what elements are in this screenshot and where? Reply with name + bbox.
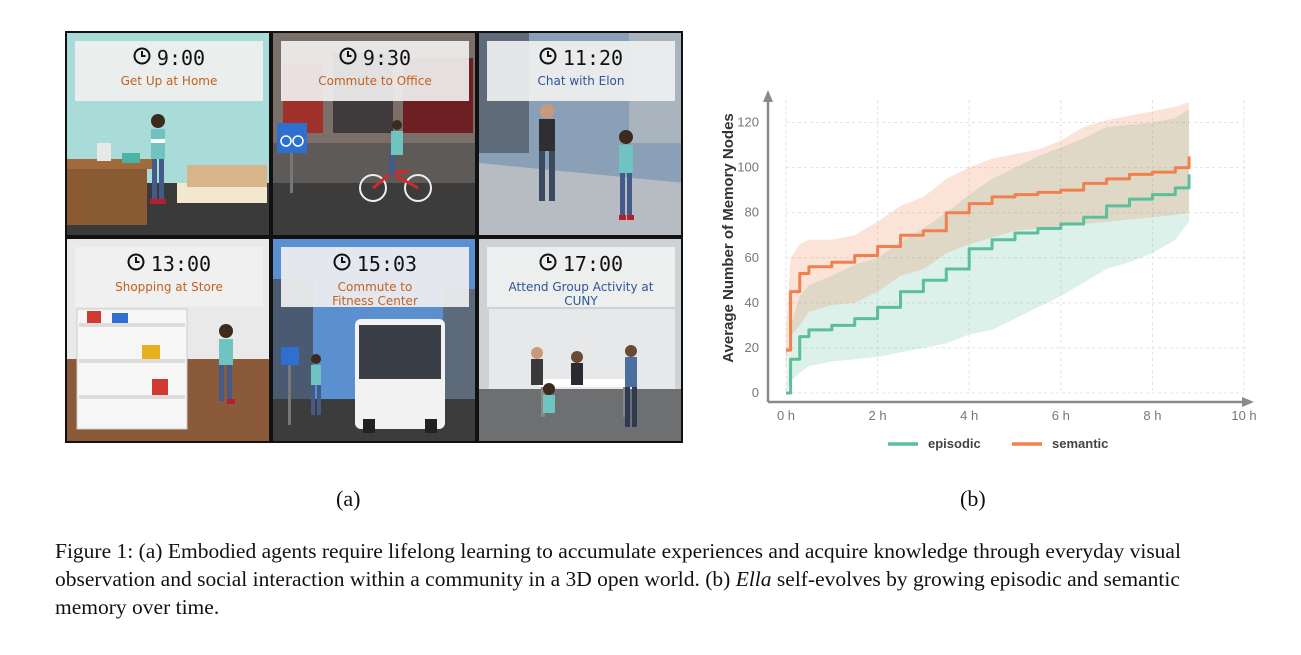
semantic-legend-label: semantic [1052,436,1108,451]
semantic-confidence-band [786,102,1190,371]
tile-event: Get Up at Home [120,74,218,88]
x-tick-label: 0 h [777,408,795,423]
y-tick-label: 60 [745,250,759,265]
tile-time: 15:03 [356,252,418,276]
clock-icon [539,252,557,276]
y-tick-label: 40 [745,295,759,310]
clock-icon [127,252,145,276]
panel-a-label: (a) [336,486,361,511]
x-axis-arrow [1242,397,1254,407]
x-tick-label: 10 h [1231,408,1256,423]
figure-caption: Figure 1: (a) Embodied agents require li… [55,537,1245,621]
tile-event: Attend Group Activity at CUNY [508,280,654,308]
clock-icon [539,46,557,70]
chart-tick-labels: 0 20 40 60 80 100 120 0 h 2 h 4 h 6 h 8 h 10 h [737,115,1256,423]
tile-time: 11:20 [562,46,624,70]
x-tick-label: 4 h [960,408,978,423]
memory-chart: 0 20 40 60 80 100 120 0 h 2 h 4 h 6 h 8 h 10 h Avera… [720,90,1257,451]
episodic-series-line [786,174,1191,395]
scene-tile-commute-office: 9:30 Commute to Office [271,31,477,237]
scene-tile-chat: 11:20 Chat with Elon [477,31,683,237]
caption-italic-name: Ella [735,567,772,591]
y-tick-label: 100 [737,160,759,175]
episodic-confidence-band [786,109,1190,393]
chart-grid [785,100,1245,394]
panel-b-label: (b) [960,486,986,511]
chart-lines [786,156,1191,395]
time-card: 9:30 Commute to Office [281,41,469,101]
y-tick-label: 0 [752,385,759,400]
scene-tile-home: 9:00 Get Up at Home [65,31,271,237]
x-tick-label: 6 h [1052,408,1070,423]
y-tick-label: 120 [737,115,759,130]
scene-tile-group-activity: 17:00 Attend Group Activity at CUNY [477,237,683,443]
y-tick-label: 80 [745,205,759,220]
y-axis-label: Average Number of Memory Nodes [720,113,737,363]
time-card: 13:00 Shopping at Store [75,247,263,307]
time-card: 11:20 Chat with Elon [487,41,675,101]
caption-text: Figure 1: (a) Embodied agents require li… [55,539,1181,591]
tile-event: Chat with Elon [537,74,625,88]
ella-avatar [150,114,166,204]
chart-axes [763,90,1254,407]
chart-bands [786,102,1190,393]
scene-grid: 9:00 Get Up at Home 9:30 Commute to Offi [65,31,683,443]
clock-icon [333,252,351,276]
tile-time: 9:30 [362,46,412,70]
y-axis-arrow [763,90,773,102]
tile-time: 13:00 [150,252,212,276]
time-card: 17:00 Attend Group Activity at CUNY [487,247,675,308]
time-card: 15:03 Commute to Fitness Center [281,247,469,308]
tile-event: Shopping at Store [115,280,223,294]
scene-tile-shopping: 13:00 Shopping at Store [65,237,271,443]
clock-icon [339,46,357,70]
clock-icon [133,46,151,70]
episodic-legend-label: episodic [928,436,981,451]
tile-event: Commute to Office [318,74,432,88]
scene-tile-commute-fitness: 15:03 Commute to Fitness Center [271,237,477,443]
tile-event: Commute to Fitness Center [332,280,418,308]
semantic-series-line [786,156,1191,352]
tile-time: 9:00 [156,46,206,70]
time-card: 9:00 Get Up at Home [75,41,263,101]
x-tick-label: 8 h [1143,408,1161,423]
caption-text-end: self-evolves by growing episodic and sem… [55,567,1180,619]
tile-time: 17:00 [562,252,624,276]
y-tick-label: 20 [745,340,759,355]
x-tick-label: 2 h [869,408,887,423]
chart-legend: episodic semantic [888,436,1108,451]
